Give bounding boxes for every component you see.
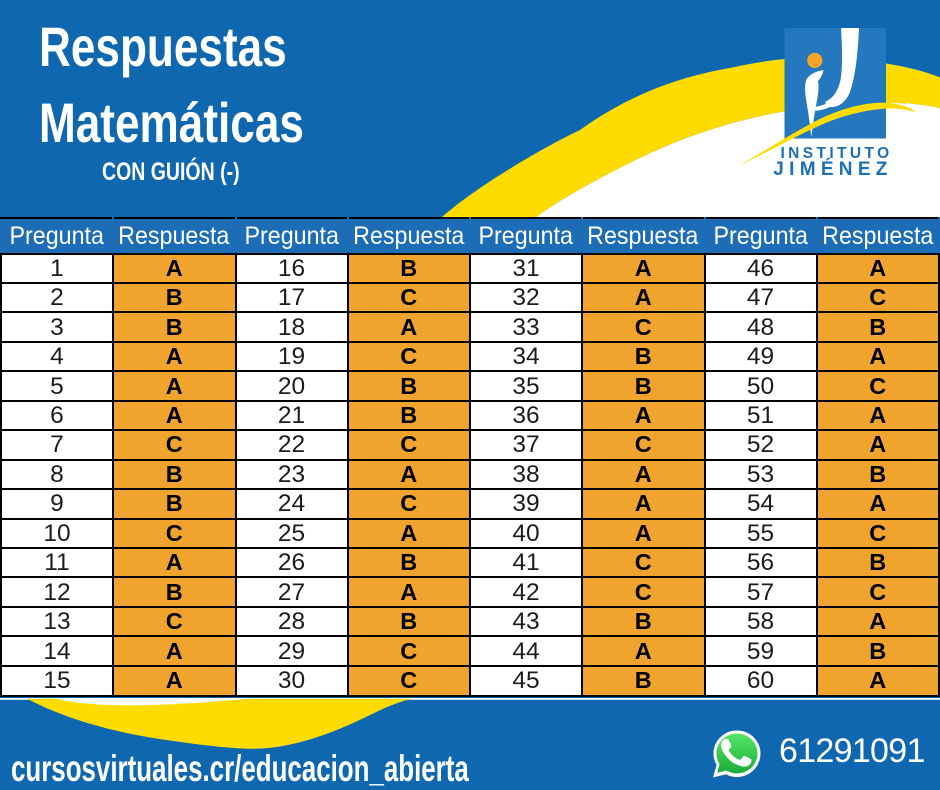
svg-text:JIMÉNEZ: JIMÉNEZ bbox=[773, 158, 892, 180]
svg-text:INSTITUTO: INSTITUTO bbox=[780, 145, 892, 162]
